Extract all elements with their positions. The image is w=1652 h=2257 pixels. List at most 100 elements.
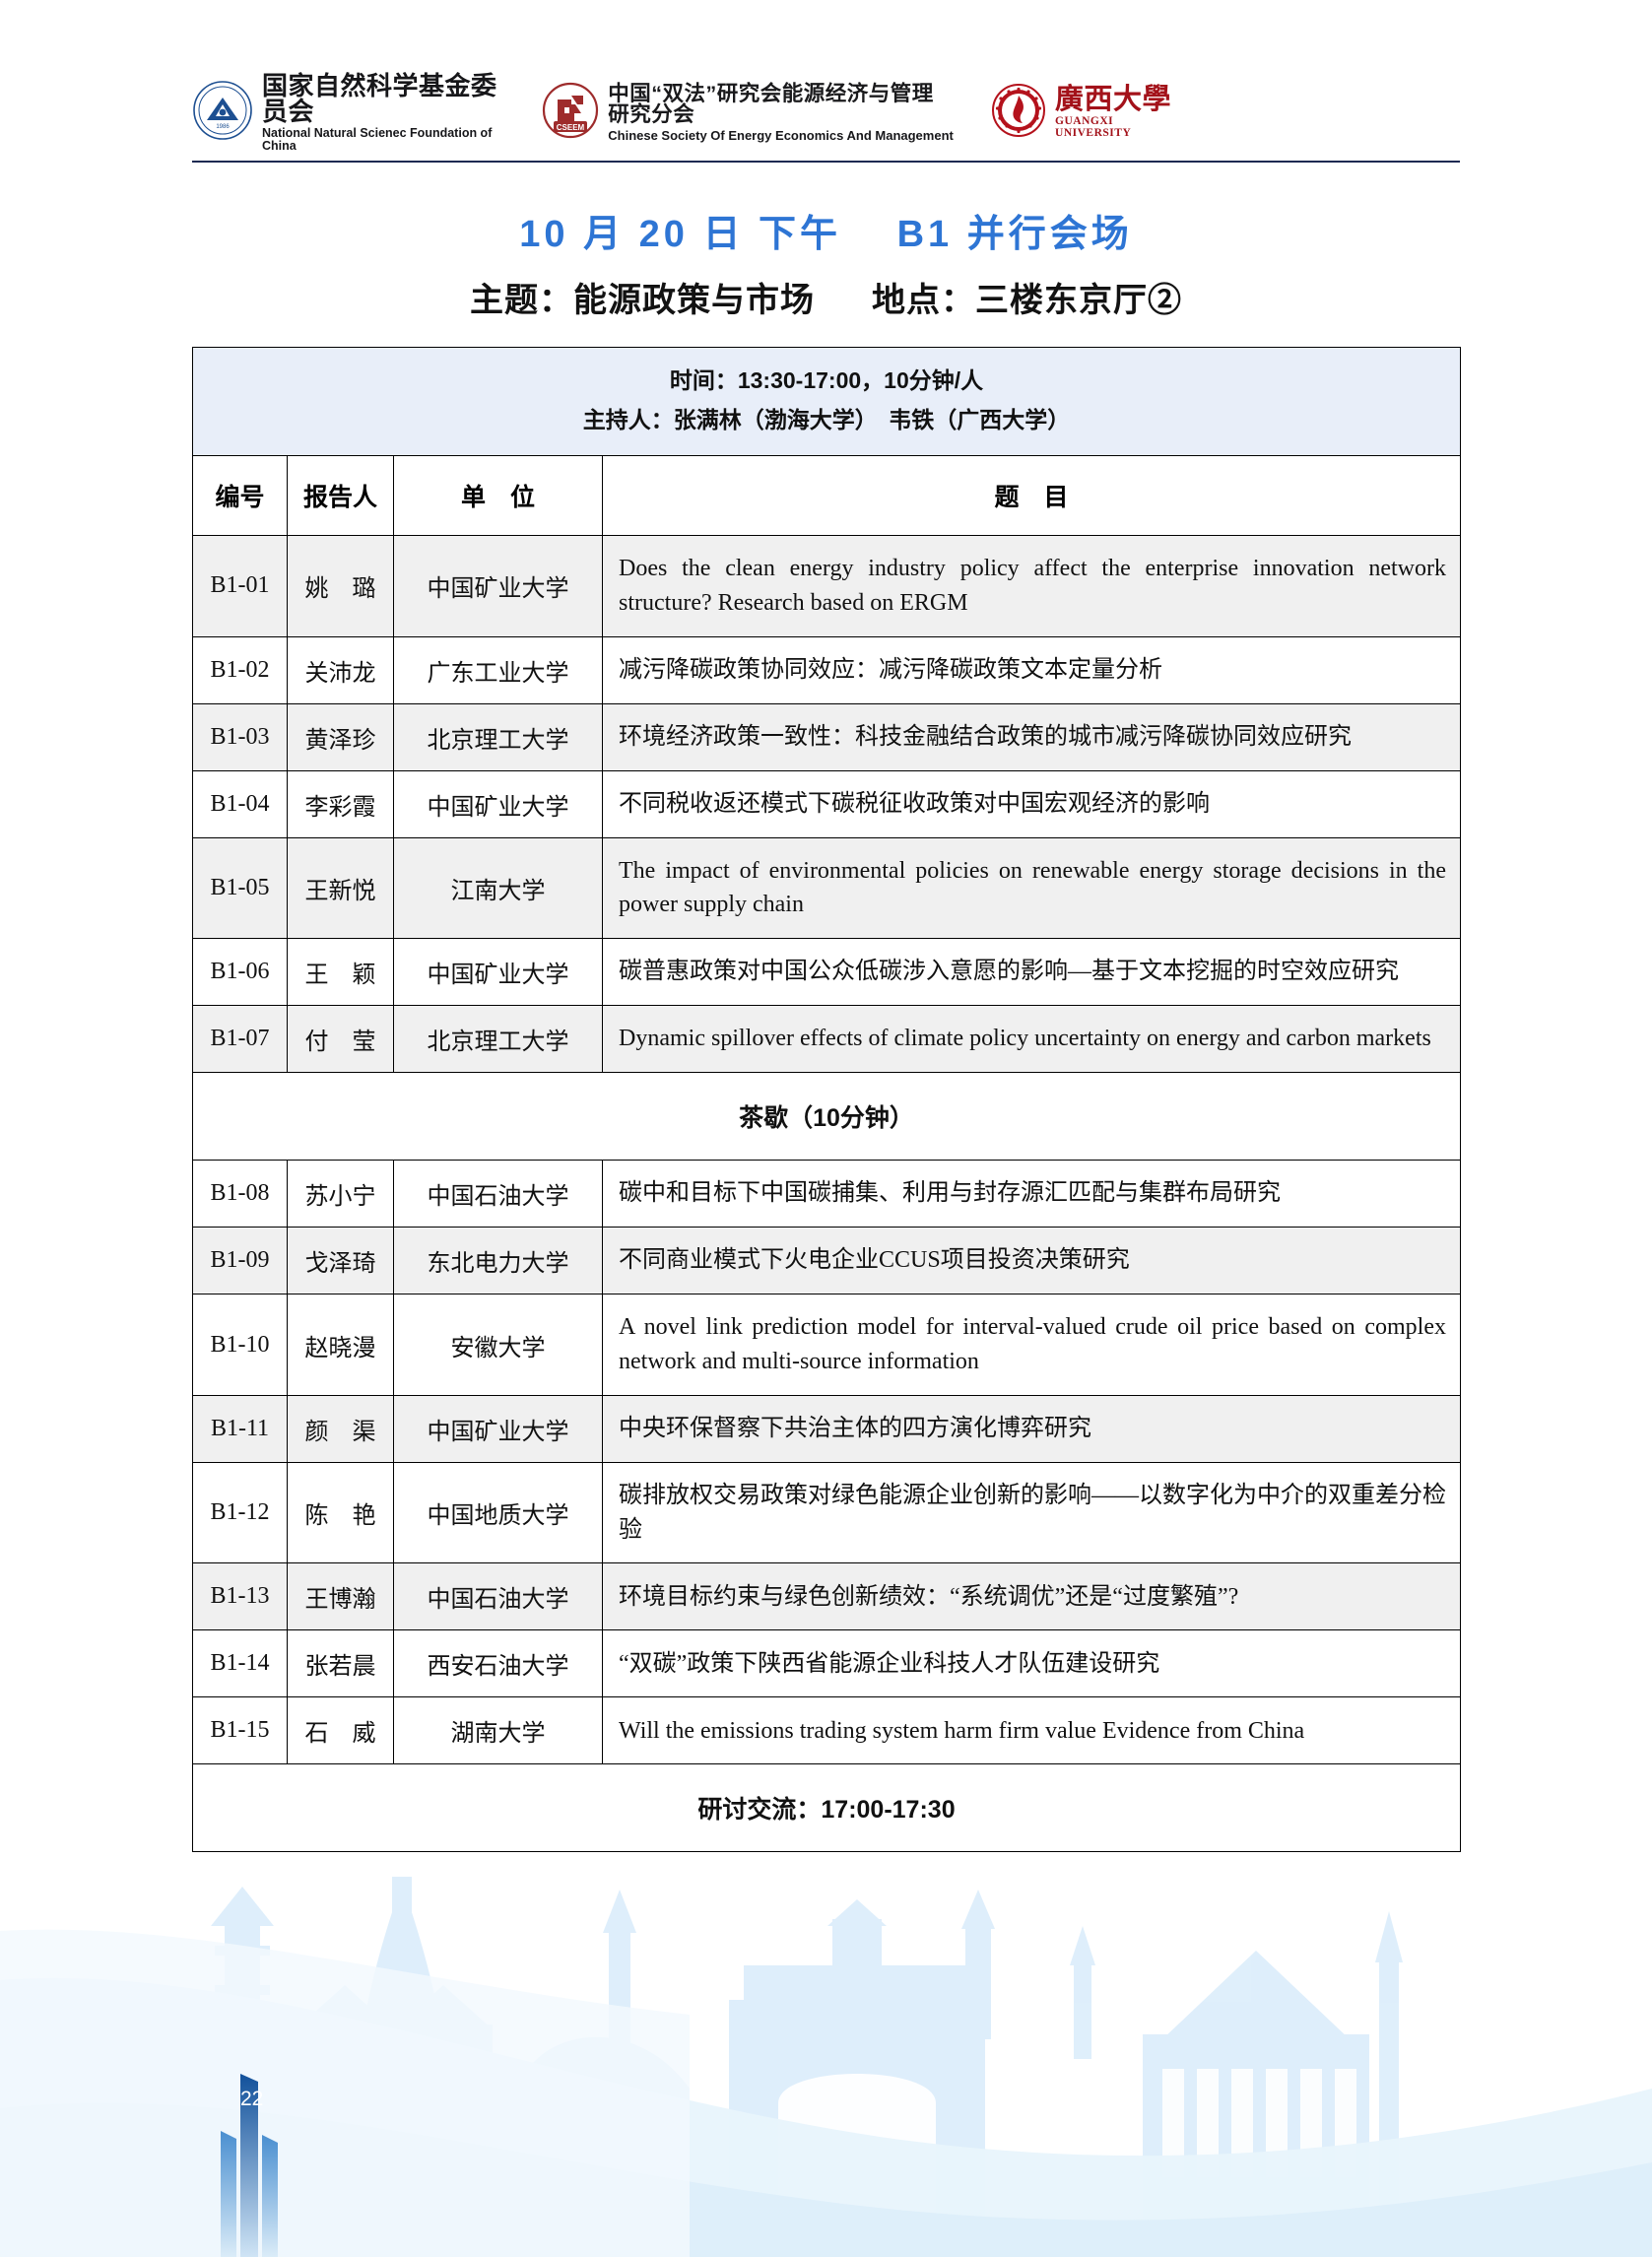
cell-topic: Dynamic spillover effects of climate pol… xyxy=(602,1005,1461,1074)
column-header-topic: 题 目 xyxy=(602,455,1461,537)
cell-person: 黄泽珍 xyxy=(287,702,394,771)
cell-person: 李彩霞 xyxy=(287,769,394,838)
page-number: 22 xyxy=(240,2088,264,2110)
cell-topic: “双碳”政策下陕西省能源企业科技人才队伍建设研究 xyxy=(602,1629,1461,1698)
table-row: B1-03 黄泽珍 北京理工大学 环境经济政策一致性：科技金融结合政策的城市减污降碳协… xyxy=(192,702,1461,771)
header-divider xyxy=(192,161,1460,163)
cell-organization: 江南大学 xyxy=(393,836,603,940)
cell-organization: 中国矿业大学 xyxy=(393,938,603,1007)
closing-discussion-row: 研讨交流：17:00-17:30 xyxy=(192,1763,1461,1853)
cell-person: 王博瀚 xyxy=(287,1562,394,1631)
cell-id: B1-11 xyxy=(192,1394,288,1463)
cell-id: B1-05 xyxy=(192,836,288,940)
table-row: B1-11 颜 渠中国矿业大学 中央环保督察下共治主体的四方演化博弈研究 xyxy=(192,1394,1461,1463)
cell-topic: 中央环保督察下共治主体的四方演化博弈研究 xyxy=(602,1394,1461,1463)
table-row: B1-07 付 莹北京理工大学 Dynamic spillover effects … xyxy=(192,1005,1461,1074)
cell-id: B1-03 xyxy=(192,702,288,771)
cell-topic: 不同商业模式下火电企业CCUS项目投资决策研究 xyxy=(602,1227,1461,1295)
session-schedule-table: 时间：13:30-17:00，10分钟/人 主持人：张满林（渤海大学） 韦铁（广… xyxy=(192,346,1461,1853)
cell-person: 付 莹 xyxy=(287,1005,394,1074)
logo-nsfc-cn: 国家自然科学基金委员会 xyxy=(262,71,497,126)
cell-person: 关沛龙 xyxy=(287,635,394,704)
tea-break-row: 茶歇（10分钟） xyxy=(192,1072,1461,1162)
logo-nsfc: 1986 国家自然科学基金委员会 National Natural Sciene… xyxy=(192,73,520,152)
cell-organization: 东北电力大学 xyxy=(393,1227,603,1295)
tea-break-label: 茶歇（10分钟） xyxy=(192,1072,1461,1162)
page-subtitle: 主题：能源政策与市场 地点：三楼东京厅② xyxy=(0,273,1652,321)
cell-person: 姚 璐 xyxy=(287,535,394,637)
cell-topic: A novel link prediction model for interv… xyxy=(602,1294,1461,1396)
cell-person: 张若晨 xyxy=(287,1629,394,1698)
venue-value: 三楼东京厅② xyxy=(975,282,1182,319)
session-info-cell: 时间：13:30-17:00，10分钟/人 主持人：张满林（渤海大学） 韦铁（广… xyxy=(192,346,1461,457)
closing-discussion-label: 研讨交流：17:00-17:30 xyxy=(192,1763,1461,1853)
cell-organization: 中国矿业大学 xyxy=(393,769,603,838)
table-row: B1-04 李彩霞 中国矿业大学 不同税收返还模式下碳税征收政策对中国宏观经济的影响 xyxy=(192,769,1461,838)
table-row: B1-10 赵晓漫 安徽大学 A novel link prediction mode… xyxy=(192,1294,1461,1396)
cell-person: 赵晓漫 xyxy=(287,1294,394,1396)
sponsor-logo-bar: 1986 国家自然科学基金委员会 National Natural Sciene… xyxy=(192,73,1187,152)
table-row: B1-05 王新悦 江南大学 The impact of environmental … xyxy=(192,836,1461,940)
cell-person: 戈泽琦 xyxy=(287,1227,394,1295)
cell-id: B1-07 xyxy=(192,1005,288,1074)
column-header-id: 编号 xyxy=(192,455,288,537)
cell-topic: 不同税收返还模式下碳税征收政策对中国宏观经济的影响 xyxy=(602,769,1461,838)
cell-organization: 中国矿业大学 xyxy=(393,535,603,637)
table-row: B1-08 苏小宁 中国石油大学 碳中和目标下中国碳捕集、利用与封存源汇匹配与集群布局… xyxy=(192,1160,1461,1228)
cell-organization: 广东工业大学 xyxy=(393,635,603,704)
logo-cseem-en: Chinese Society Of Energy Economics And … xyxy=(608,127,954,143)
table-row: B1-09 戈泽琦 东北电力大学 不同商业模式下火电企业CCUS项目投资决策研究 xyxy=(192,1227,1461,1295)
cell-person: 颜 渠 xyxy=(287,1394,394,1463)
cell-topic: 减污降碳政策协同效应：减污降碳政策文本定量分析 xyxy=(602,635,1461,704)
table-row: B1-14 张若晨 西安石油大学 “双碳”政策下陕西省能源企业科技人才队伍建设研究 xyxy=(192,1629,1461,1698)
cell-id: B1-04 xyxy=(192,769,288,838)
cell-topic: 环境经济政策一致性：科技金融结合政策的城市减污降碳协同效应研究 xyxy=(602,702,1461,771)
cell-topic: 碳普惠政策对中国公众低碳涉入意愿的影响—基于文本挖掘的时空效应研究 xyxy=(602,938,1461,1007)
cell-topic: Does the clean energy industry policy af… xyxy=(602,535,1461,637)
cell-topic: 碳中和目标下中国碳捕集、利用与封存源汇匹配与集群布局研究 xyxy=(602,1160,1461,1228)
cell-person: 石 威 xyxy=(287,1696,394,1765)
subject-label: 主题： xyxy=(470,282,573,319)
cell-id: B1-14 xyxy=(192,1629,288,1698)
logo-guangxi-university: 廣西大學 GUANGXI UNIVERSITY xyxy=(991,83,1187,143)
cell-organization: 安徽大学 xyxy=(393,1294,603,1396)
cell-organization: 湖南大学 xyxy=(393,1696,603,1765)
guangxi-university-emblem-icon xyxy=(991,83,1046,143)
session-host-line: 主持人：张满林（渤海大学） 韦铁（广西大学） xyxy=(582,406,1071,432)
logo-guangxi-en: GUANGXI UNIVERSITY xyxy=(1055,115,1132,139)
table-row: B1-13 王博瀚 中国石油大学 环境目标约束与绿色创新绩效：“系统调优”还是“过度繁… xyxy=(192,1562,1461,1631)
cell-person: 陈 艳 xyxy=(287,1461,394,1564)
cell-organization: 中国矿业大学 xyxy=(393,1394,603,1463)
svg-text:1986: 1986 xyxy=(216,124,230,130)
column-header-row: 编号 报告人 单 位 题 目 xyxy=(192,455,1461,537)
session-time-line: 时间：13:30-17:00，10分钟/人 xyxy=(669,367,984,393)
session-info-row: 时间：13:30-17:00，10分钟/人 主持人：张满林（渤海大学） 韦铁（广… xyxy=(192,346,1461,457)
cell-id: B1-13 xyxy=(192,1562,288,1631)
table-row: B1-06 王 颖中国矿业大学 碳普惠政策对中国公众低碳涉入意愿的影响—基于文本挖掘… xyxy=(192,938,1461,1007)
cell-id: B1-02 xyxy=(192,635,288,704)
cell-person: 王新悦 xyxy=(287,836,394,940)
page-title: 10 月 20 日 下午 B1 并行会场 xyxy=(519,214,1133,255)
column-header-person: 报告人 xyxy=(287,455,394,537)
logo-nsfc-en: National Natural Scienec Foundation of C… xyxy=(262,126,493,153)
cell-topic: Will the emissions trading system harm f… xyxy=(602,1696,1461,1765)
table-row: B1-02 关沛龙 广东工业大学 减污降碳政策协同效应：减污降碳政策文本定量分析 xyxy=(192,635,1461,704)
cell-id: B1-01 xyxy=(192,535,288,637)
cell-person: 苏小宁 xyxy=(287,1160,394,1228)
cell-id: B1-15 xyxy=(192,1696,288,1765)
logo-cseem-cn: 中国“双法”研究会能源经济与管理研究分会 xyxy=(608,81,934,126)
table-row: B1-12 陈 艳中国地质大学 碳排放权交易政策对绿色能源企业创新的影响——以数字化… xyxy=(192,1461,1461,1564)
cell-person: 王 颖 xyxy=(287,938,394,1007)
cell-topic: 环境目标约束与绿色创新绩效：“系统调优”还是“过度繁殖”? xyxy=(602,1562,1461,1631)
table-row: B1-01 姚 璐中国矿业大学 Does the clean energy indu… xyxy=(192,535,1461,637)
cell-topic: 碳排放权交易政策对绿色能源企业创新的影响——以数字化为中介的双重差分检验 xyxy=(602,1461,1461,1564)
logo-cseem: CSEEM 中国“双法”研究会能源经济与管理研究分会 Chinese Socie… xyxy=(542,82,954,144)
cell-id: B1-08 xyxy=(192,1160,288,1228)
table-row: B1-15 石 威湖南大学 Will the emissions trading s… xyxy=(192,1696,1461,1765)
logo-guangxi-cn: 廣西大學 xyxy=(1055,84,1172,115)
cell-topic: The impact of environmental policies on … xyxy=(602,836,1461,940)
cell-organization: 北京理工大学 xyxy=(393,702,603,771)
cell-id: B1-10 xyxy=(192,1294,288,1396)
cell-id: B1-09 xyxy=(192,1227,288,1295)
